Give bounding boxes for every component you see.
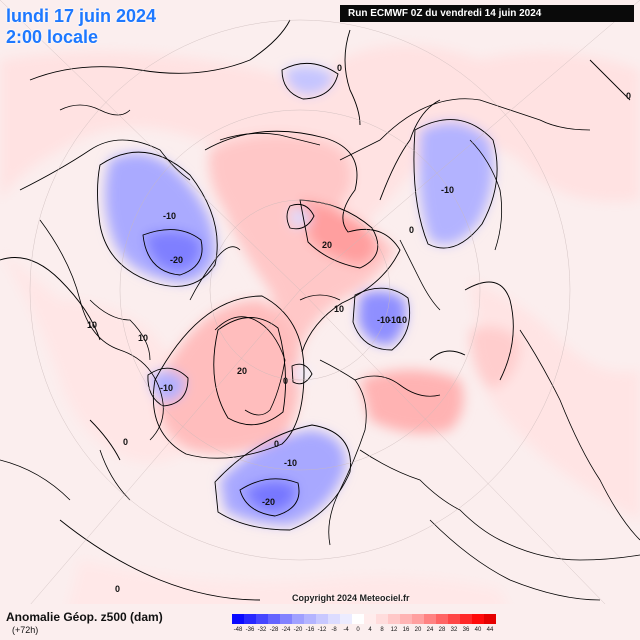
- colorbar-swatch: [364, 614, 376, 624]
- colorbar-tick-label: -20: [293, 627, 303, 633]
- contour-label: -10: [441, 185, 454, 195]
- colorbar-tick-label: 20: [414, 627, 422, 633]
- colorbar-tick-label: 8: [380, 627, 384, 633]
- colorbar-swatch: [460, 614, 472, 624]
- colorbar-tick-label: 32: [450, 627, 458, 633]
- contour-label: -10: [388, 315, 401, 325]
- contour-label: -10: [163, 211, 176, 221]
- colorbar-tick-label: 12: [390, 627, 398, 633]
- colorbar-swatch: [328, 614, 340, 624]
- colorbar-tick-label: -8: [331, 627, 337, 633]
- contour-label: 10: [138, 333, 148, 343]
- colorbar-swatch: [268, 614, 280, 624]
- colorbar-swatch: [340, 614, 352, 624]
- colorbar-swatch: [436, 614, 448, 624]
- contour-label: 20: [237, 366, 247, 376]
- field-title: Anomalie Géop. z500 (dam): [6, 610, 163, 624]
- colorbar-swatch: [424, 614, 436, 624]
- colorbar-tick-label: -36: [245, 627, 255, 633]
- time-title: 2:00 locale: [6, 27, 99, 47]
- contour-label: 0: [274, 439, 279, 449]
- colorbar-swatch: [352, 614, 364, 624]
- colorbar-swatch: [388, 614, 400, 624]
- colorbar-swatch: [232, 614, 244, 624]
- copyright: Copyright 2024 Meteociel.fr: [292, 593, 410, 603]
- contour-label: 0: [409, 225, 414, 235]
- colorbar-tick-label: -12: [317, 627, 327, 633]
- contour-label: 10: [397, 315, 407, 325]
- colorbar-swatch: [412, 614, 424, 624]
- colorbar-swatch: [280, 614, 292, 624]
- contour-label: 0: [123, 437, 128, 447]
- contour-label: 10: [334, 304, 344, 314]
- contour-label: -10: [377, 315, 390, 325]
- colorbar-swatch: [292, 614, 304, 624]
- colorbar-tick-label: -4: [343, 627, 349, 633]
- colorbar-swatch: [448, 614, 460, 624]
- contour-label: -10: [284, 458, 297, 468]
- colorbar-swatch: [256, 614, 268, 624]
- colorbar-swatch: [472, 614, 484, 624]
- contour-labels: 0 -10 -20 20 10 -10 -10 -10 20 10 10 -10…: [87, 63, 631, 594]
- colorbar-tick-label: 36: [462, 627, 470, 633]
- colorbar-tick-label: -32: [257, 627, 267, 633]
- contour-label: 0: [337, 63, 342, 73]
- forecast-step: (+72h): [12, 625, 39, 635]
- colorbar-tick-label: 28: [438, 627, 446, 633]
- contour-label: 0: [115, 584, 120, 594]
- colorbar-tick-label: 0: [356, 627, 360, 633]
- colorbar-tick-label: -16: [305, 627, 315, 633]
- contour-label: -20: [262, 497, 275, 507]
- colorbar: [232, 614, 496, 624]
- contour-label: 20: [322, 240, 332, 250]
- colorbar-swatch: [400, 614, 412, 624]
- colorbar-tick-label: 16: [402, 627, 410, 633]
- colorbar-tick-label: 40: [474, 627, 482, 633]
- colorbar-swatch: [244, 614, 256, 624]
- contour-label: 0: [626, 91, 631, 101]
- colorbar-swatch: [304, 614, 316, 624]
- colorbar-tick-label: 4: [368, 627, 372, 633]
- contour-label: -20: [170, 255, 183, 265]
- colorbar-tick-label: -48: [233, 627, 243, 633]
- contour-label: 10: [87, 320, 97, 330]
- colorbar-swatch: [316, 614, 328, 624]
- colorbar-ticks: -48 -36 -32 -28 -24 -20 -16 -12 -8 -4 0 4 8 12 16 20 24 2…: [232, 627, 496, 633]
- colorbar-tick-label: 24: [426, 627, 434, 633]
- colorbar-tick-label: -24: [281, 627, 291, 633]
- anomaly-contours: [0, 19, 631, 601]
- run-label: Run ECMWF 0Z du vendredi 14 juin 2024: [340, 5, 634, 22]
- contour-label: -10: [160, 383, 173, 393]
- colorbar-swatch: [376, 614, 388, 624]
- colorbar-tick-label: 44: [486, 627, 494, 633]
- coastlines: [0, 98, 640, 601]
- colorbar-tick-label: -28: [269, 627, 279, 633]
- colorbar-swatch: [484, 614, 496, 624]
- contour-label: 0: [283, 376, 288, 386]
- date-title: lundi 17 juin 2024: [6, 6, 157, 26]
